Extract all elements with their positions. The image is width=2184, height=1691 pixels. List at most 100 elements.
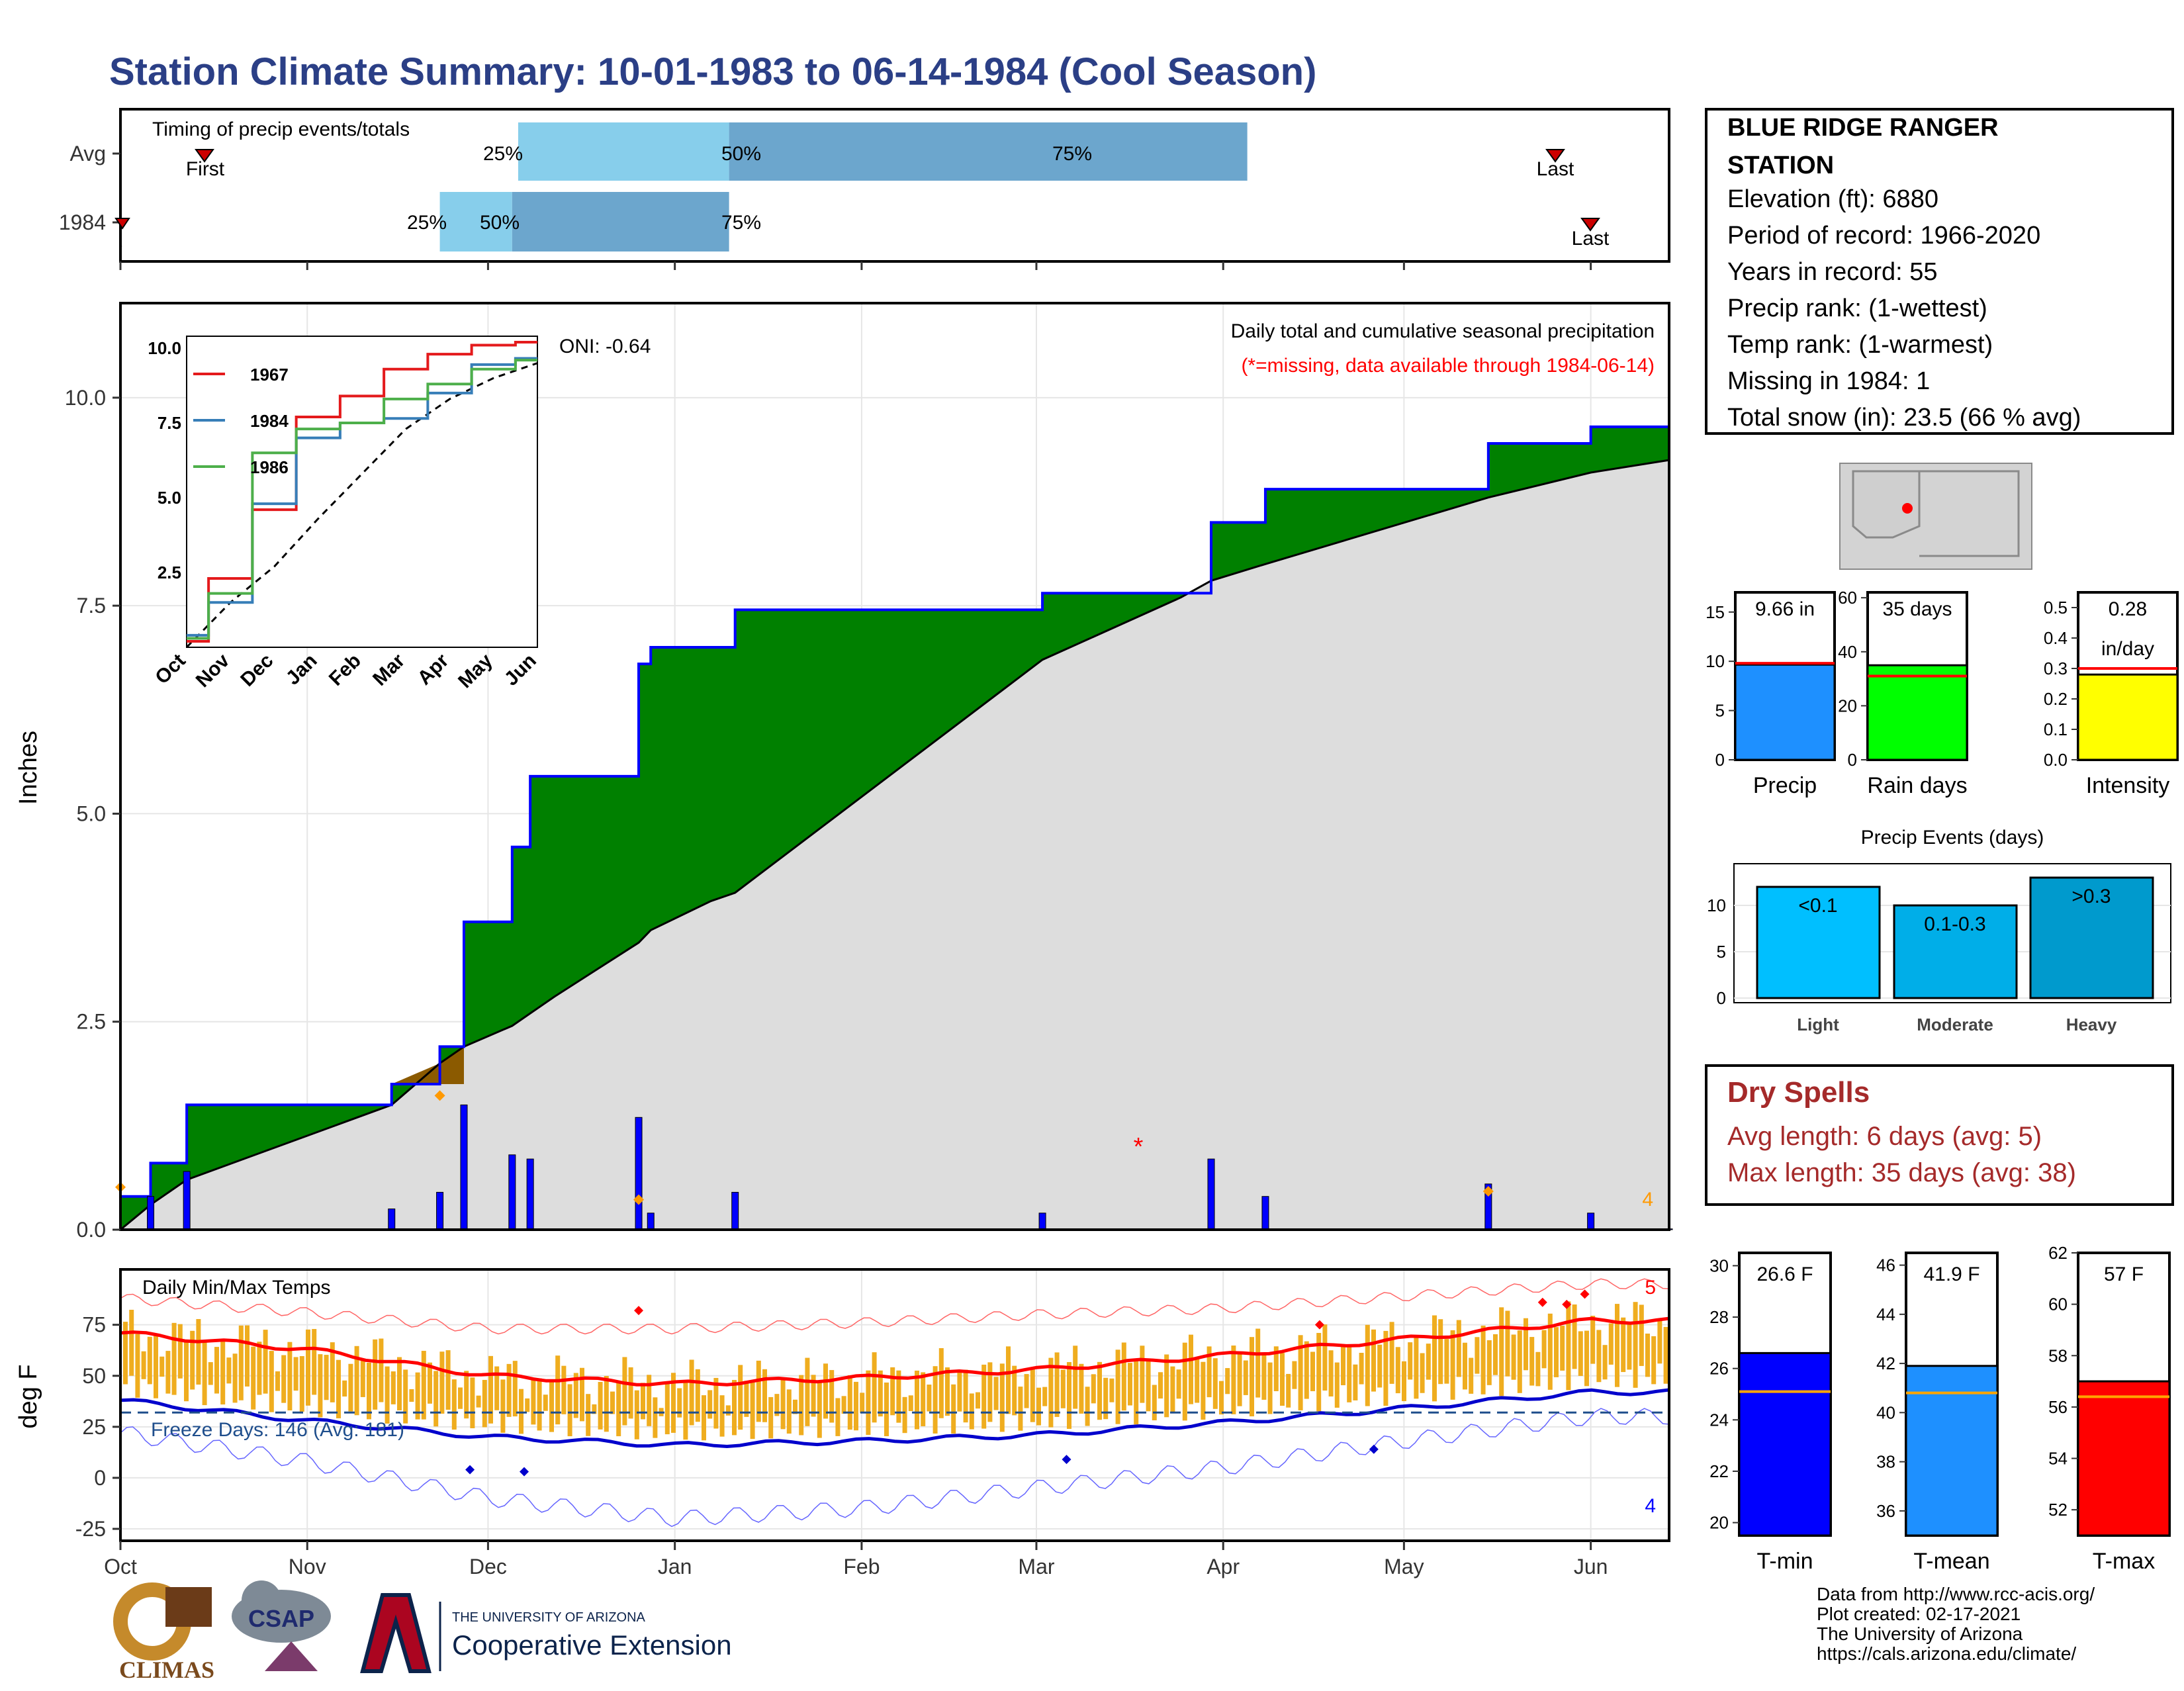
timing-label: Timing of precip events/totals — [152, 118, 410, 140]
events-tag-1: 0.1-0.3 — [1924, 913, 1985, 935]
precip-avg-cumulative-line — [120, 459, 1670, 1231]
mini-label-0: Precip — [1753, 773, 1817, 798]
events-title: Precip Events (days) — [1861, 827, 2044, 848]
temp-daily-bar-216 — [1438, 1319, 1443, 1385]
inset-ytick-0: 2.5 — [158, 563, 181, 582]
temp-daily-bar-142 — [987, 1362, 993, 1422]
climas-logo-block — [165, 1587, 212, 1627]
precip-panel: Daily total and cumulative seasonal prec… — [15, 261, 1673, 1242]
temp-daily-bar-240 — [1584, 1330, 1589, 1387]
temp-daily-bar-87 — [653, 1397, 658, 1438]
footer-line-1: Plot created: 02-17-2021 — [1817, 1604, 2021, 1624]
temp-daily-bar-85 — [641, 1383, 645, 1420]
temp-daily-bar-140 — [976, 1392, 980, 1409]
precip-daily-bar-1 — [147, 1196, 155, 1230]
temp-daily-bar-76 — [586, 1394, 591, 1436]
temp-daily-bar-2 — [135, 1334, 140, 1398]
y1984-p75-label: 75% — [721, 212, 761, 234]
mini-ytick-label-0-0: 0 — [1715, 750, 1725, 770]
temp-bar-t-max — [2077, 1380, 2171, 1537]
inset-line-1986 — [187, 359, 537, 640]
temp-daily-bar-187 — [1261, 1353, 1267, 1400]
snow-marker-1 — [434, 1090, 445, 1101]
temp-daily-bar-162 — [1109, 1378, 1115, 1402]
mini-label-2: Intensity — [2086, 773, 2170, 798]
temp-daily-bar-197 — [1322, 1324, 1328, 1391]
precip-y-label: Inches — [15, 731, 42, 805]
temp-daily-bar-37 — [348, 1363, 353, 1412]
temp-daily-bar-168 — [1146, 1361, 1151, 1412]
temp-daily-bar-189 — [1273, 1346, 1279, 1391]
temp-daily-bar-171 — [1164, 1354, 1169, 1418]
temp-daily-bar-14 — [208, 1362, 213, 1385]
temp-bar-ytick-label-2-1: 54 — [2048, 1449, 2068, 1469]
temp-daily-bar-201 — [1347, 1346, 1352, 1402]
temp-daily-bar-178 — [1206, 1346, 1212, 1398]
mini-ytick-label-1-0: 0 — [1848, 750, 1857, 770]
month-label-may: May — [1384, 1555, 1424, 1578]
temp-daily-bar-246 — [1621, 1317, 1626, 1373]
precip-daily-bars — [115, 1090, 1673, 1230]
avg-first-marker — [195, 149, 214, 163]
temp-daily-bar-139 — [969, 1393, 974, 1430]
temp-daily-bar-53 — [445, 1350, 451, 1410]
temp-bar-t-min — [1738, 1351, 1832, 1537]
y1984-first-marker — [114, 218, 130, 230]
temp-daily-bar-69 — [543, 1394, 548, 1411]
temp-daily-bar-79 — [604, 1376, 609, 1432]
temp-record-min-line — [120, 1408, 1670, 1528]
record-min-marker-3 — [1369, 1444, 1379, 1454]
temp-daily-bar-124 — [878, 1370, 883, 1417]
month-label-jan: Jan — [658, 1555, 692, 1578]
record-min-marker-1 — [520, 1467, 529, 1477]
station-info-box: BLUE RIDGE RANGER STATION Elevation (ft)… — [1705, 108, 2174, 435]
precip-daily-bar-18 — [1587, 1212, 1595, 1230]
temp-daily-bar-23 — [263, 1330, 268, 1394]
temp-daily-bar-73 — [567, 1384, 572, 1437]
timing-1984-late-bar — [512, 192, 729, 251]
map-station-dot — [1902, 503, 1913, 514]
temp-daily-bar-117 — [835, 1398, 841, 1436]
footer-line-2: The University of Arizona — [1817, 1623, 2023, 1644]
temp-daily-bar-57 — [470, 1377, 475, 1429]
footer: CLIMAS CSAP THE UNIVERSITY OF ARIZONA Co… — [113, 1580, 2095, 1683]
inset-ytick-3: 10.0 — [148, 338, 181, 358]
temp-daily-bar-34 — [330, 1342, 335, 1402]
temp-daily-bar-214 — [1426, 1344, 1431, 1380]
record-max-marker-2 — [1537, 1297, 1547, 1307]
temp-daily-bar-169 — [1152, 1385, 1157, 1421]
temp-daily-bar-13 — [202, 1342, 207, 1406]
temp-bar-ytick-label-1-5: 46 — [1876, 1256, 1895, 1275]
temp-daily-bar-91 — [677, 1388, 682, 1418]
mini-bar-2 — [2077, 673, 2179, 761]
temp-daily-bar-101 — [738, 1365, 743, 1430]
timing-avg-early-bar — [518, 122, 729, 181]
temp-daily-bar-249 — [1639, 1304, 1644, 1366]
temp-daily-bar-150 — [1036, 1387, 1041, 1426]
temp-daily-bar-236 — [1560, 1326, 1565, 1371]
temp-daily-bar-152 — [1048, 1357, 1054, 1428]
y1984-p50-label: 50% — [480, 212, 520, 234]
mini-value-0: 9.66 in — [1755, 598, 1815, 620]
temp-daily-bar-107 — [774, 1394, 780, 1416]
ua-small-text: THE UNIVERSITY OF ARIZONA — [452, 1610, 646, 1625]
temp-daily-bar-99 — [725, 1405, 731, 1416]
temp-daily-bar-160 — [1097, 1361, 1102, 1420]
temp-daily-bar-133 — [933, 1366, 938, 1434]
temp-daily-bar-167 — [1140, 1346, 1145, 1403]
mini-label-1: Rain days — [1867, 773, 1967, 798]
precip-daily-bar-2 — [183, 1171, 191, 1230]
temp-daily-bar-194 — [1304, 1341, 1309, 1399]
precip-1984-cumulative-line — [120, 425, 1670, 1198]
temp-daily-bar-185 — [1250, 1337, 1254, 1417]
temp-daily-bar-238 — [1572, 1304, 1577, 1369]
freeze-days-label: Freeze Days: 146 (Avg: 181) — [151, 1419, 404, 1441]
temp-bar-ytick-label-0-4: 28 — [1709, 1307, 1729, 1327]
temp-daily-bar-109 — [786, 1389, 792, 1434]
temp-daily-bar-210 — [1402, 1361, 1406, 1402]
temp-daily-bar-215 — [1432, 1315, 1437, 1402]
temp-daily-bar-165 — [1128, 1363, 1132, 1406]
events-ytick-2: 10 — [1707, 895, 1726, 915]
timing-avg-late-bar — [729, 122, 1248, 181]
